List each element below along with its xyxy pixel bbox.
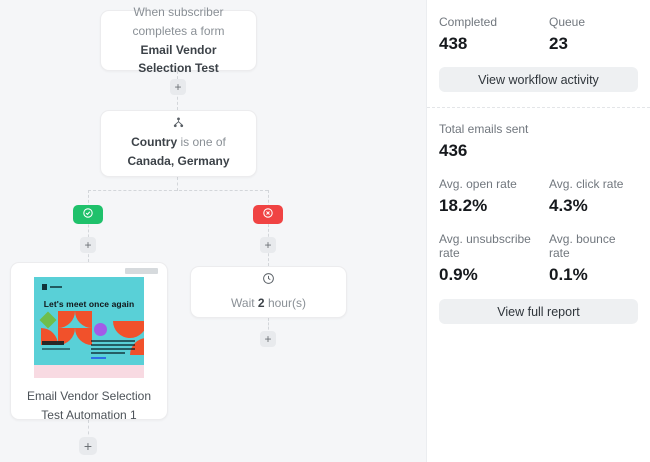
stat-label: Queue <box>549 15 586 29</box>
email-step-caption: Email Vendor Selection Test Automation 1 <box>26 389 152 420</box>
add-step-button[interactable]: + <box>80 237 96 253</box>
stat-value: 23 <box>549 34 568 53</box>
thumb-text-bar <box>91 352 125 354</box>
wait-text: Wait 2 hour(s) <box>231 295 306 310</box>
stat-value: 4.3% <box>549 196 588 215</box>
plus-icon: + <box>174 79 182 94</box>
stat-label: Avg. open rate <box>439 177 517 191</box>
stat-completed: Completed 438 <box>439 15 549 54</box>
plus-icon: + <box>84 237 92 252</box>
fan-shape <box>58 311 75 328</box>
clock-icon <box>262 272 275 291</box>
condition-node[interactable]: Country is one of Canada, Germany <box>100 110 257 177</box>
wait-node[interactable]: Wait 2 hour(s) <box>190 266 347 318</box>
connector-line <box>88 420 89 440</box>
email-thumbnail: Let's meet once again <box>34 277 144 378</box>
fan-shape <box>130 321 144 338</box>
stat-label: Total emails sent <box>439 122 529 136</box>
connector-line <box>268 190 269 266</box>
stat-bounce-rate: Avg. bounce rate 0.1% <box>549 232 638 285</box>
thumb-text-bar <box>91 344 135 346</box>
connector-line <box>177 177 178 191</box>
thumb-text-bar <box>42 341 64 345</box>
stats-row-rates-1: Avg. open rate 18.2% Avg. click rate 4.3… <box>439 177 638 216</box>
email-card-meta-badge <box>125 268 158 274</box>
fan-shape <box>113 321 130 338</box>
email-thumb-headline: Let's meet once again <box>43 299 135 309</box>
split-branch-icon <box>172 116 185 129</box>
stat-label: Avg. unsubscribe rate <box>439 232 531 260</box>
stats-panel: Completed 438 Queue 23 View workflow act… <box>426 0 650 462</box>
plus-icon: + <box>83 437 93 454</box>
connector-line <box>268 318 269 334</box>
thumb-text-bar <box>91 340 135 342</box>
trigger-form-name: Email Vendor Selection Test <box>138 42 219 76</box>
stat-unsubscribe-rate: Avg. unsubscribe rate 0.9% <box>439 232 549 285</box>
stat-value: 438 <box>439 34 468 53</box>
view-full-report-button[interactable]: View full report <box>439 299 638 324</box>
add-step-button[interactable]: + <box>260 237 276 253</box>
section-divider <box>427 107 650 108</box>
connector-line <box>88 190 89 262</box>
add-step-button[interactable]: + <box>79 437 97 455</box>
email-step-node[interactable]: Let's meet once again Ema <box>10 262 168 420</box>
plus-icon: + <box>264 331 272 346</box>
thumb-footer-strip <box>34 365 144 378</box>
add-step-button[interactable]: + <box>260 331 276 347</box>
email-thumb-logo <box>42 284 62 290</box>
diamond-shape <box>39 311 57 329</box>
stat-total-emails: Total emails sent 436 <box>439 122 638 161</box>
stats-row-top: Completed 438 Queue 23 <box>439 15 638 54</box>
workflow-canvas: When subscriber completes a form Email V… <box>10 5 347 455</box>
check-circle-icon <box>82 206 94 224</box>
branch-split-line <box>88 190 268 191</box>
trigger-text: When subscriber completes a form Email V… <box>132 5 225 76</box>
stat-open-rate: Avg. open rate 18.2% <box>439 177 549 216</box>
branch-no-badge <box>253 205 283 224</box>
view-workflow-activity-button[interactable]: View workflow activity <box>439 67 638 92</box>
stat-label: Avg. bounce rate <box>549 232 616 260</box>
branch-yes-badge <box>73 205 103 224</box>
stat-value: 0.1% <box>549 265 588 284</box>
stat-queue: Queue 23 <box>549 15 638 54</box>
plus-icon: + <box>264 237 272 252</box>
fan-shape <box>75 311 92 328</box>
trigger-node[interactable]: When subscriber completes a form Email V… <box>100 5 257 75</box>
stat-value: 436 <box>439 141 468 160</box>
stat-label: Completed <box>439 15 498 29</box>
circle-shape <box>94 323 107 336</box>
stat-value: 0.9% <box>439 265 478 284</box>
condition-text: Country is one of Canada, Germany <box>127 135 230 168</box>
stats-row-rates-2: Avg. unsubscribe rate 0.9% Avg. bounce r… <box>439 232 638 285</box>
add-step-button[interactable]: + <box>170 79 186 95</box>
fan-shape <box>75 328 92 345</box>
stat-click-rate: Avg. click rate 4.3% <box>549 177 638 216</box>
thumb-text-bar <box>42 348 70 350</box>
thumb-text-bar <box>91 348 135 350</box>
x-circle-icon <box>262 206 274 224</box>
thumb-link-bar <box>91 357 106 359</box>
stat-value: 18.2% <box>439 196 488 215</box>
stat-label: Avg. click rate <box>549 177 624 191</box>
